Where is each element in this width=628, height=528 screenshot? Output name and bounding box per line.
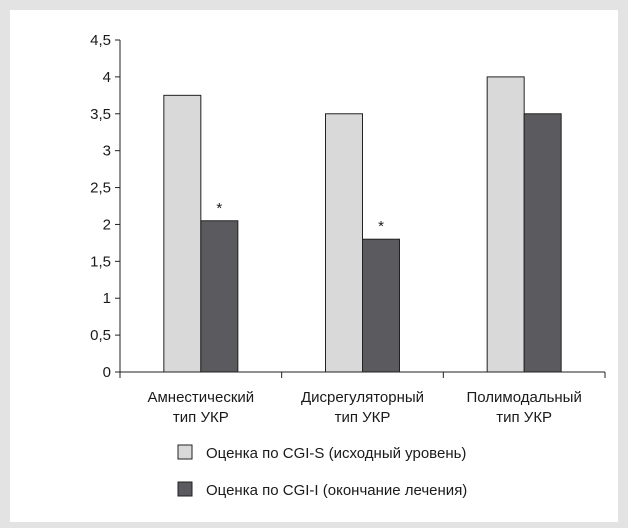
significance-asterisk: *: [378, 218, 384, 235]
y-tick-label: 4: [103, 69, 111, 86]
y-tick-label: 3,5: [90, 106, 111, 123]
y-tick-label: 4,5: [90, 32, 111, 49]
x-category-label: Дисрегуляторный: [301, 389, 424, 406]
y-tick-label: 2,5: [90, 180, 111, 197]
legend-label: Оценка по CGI-I (окончание лечения): [206, 482, 467, 499]
x-category-label: тип УКР: [335, 409, 391, 426]
bar-cgi-s: [486, 76, 525, 373]
bar-cgi-s: [163, 94, 202, 373]
bar-cgi-i: [200, 220, 239, 373]
legend-swatch: [177, 444, 193, 460]
bar-chart: 0 0,5 1 1,5 2 2,5 3 3,5 4 4,5 Амнестический тип УКР…: [90, 32, 606, 499]
legend-label: Оценка по CGI-S (исходный уровень): [206, 445, 466, 462]
y-tick-label: 2: [103, 216, 111, 233]
y-tick-label: 1,5: [90, 253, 111, 270]
bar-cgi-s: [325, 113, 363, 373]
y-tick-label: 1: [103, 290, 111, 307]
x-category-label: Амнестический: [147, 389, 254, 406]
y-tick-label: 0: [103, 364, 111, 381]
x-category-label: Полимодальный: [466, 389, 581, 406]
y-tick-label: 3: [103, 143, 111, 160]
legend-swatch: [177, 481, 193, 497]
y-tick-label: 0,5: [90, 327, 111, 344]
x-category-label: тип УКР: [496, 409, 552, 426]
significance-asterisk: *: [216, 200, 222, 217]
bar-cgi-i: [523, 113, 562, 373]
x-category-label: тип УКР: [173, 409, 229, 426]
chart-card: 0 0,5 1 1,5 2 2,5 3 3,5 4 4,5 Амнестический тип УКР…: [10, 10, 618, 522]
bar-cgi-i: [362, 238, 400, 373]
